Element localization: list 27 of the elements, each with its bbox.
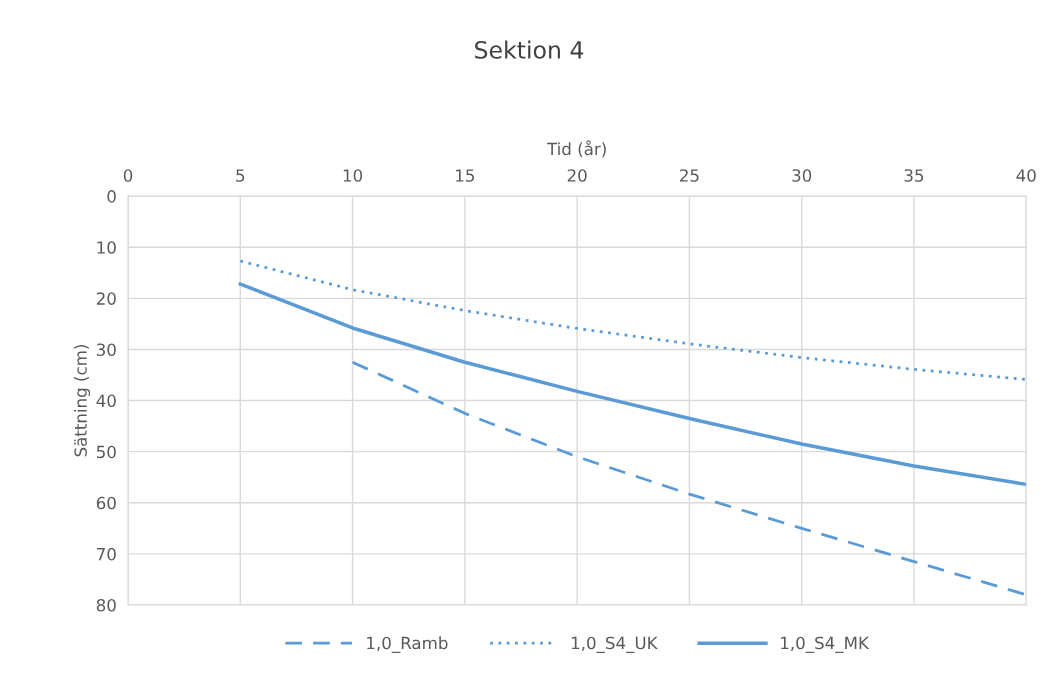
x-tick-label: 0 [123,169,133,182]
y-tick-label: 10 [97,241,116,254]
x-tick-label: 5 [236,169,245,182]
x-tick-label: 25 [680,169,699,182]
line-series [351,360,1027,597]
y-tick-label: 30 [96,343,116,357]
x-tick-label: 35 [904,169,924,182]
y-tick-label: 70 [97,547,116,561]
y-tick-label: 0 [107,190,116,203]
y-tick-label: 50 [96,445,116,459]
x-tick-label: 15 [456,169,475,182]
legend-label: 1,0_S4_UK [571,636,658,653]
x-tick-label: 40 [1016,169,1036,182]
y-axis-title: Sättning (cm) [74,345,91,457]
y-tick-label: 60 [96,496,116,510]
y-tick-label: 80 [96,598,116,612]
x-axis-title: Tid (år) [546,140,606,158]
x-tick-label: 30 [792,169,812,182]
y-tick-label: 40 [96,394,116,408]
x-tick-label: 10 [343,169,363,182]
legend-label: 1,0_Ramb [367,636,448,653]
y-tick-label: 20 [96,292,116,305]
x-tick-label: 20 [567,169,587,182]
legend-label: 1,0_S4_MK [781,636,870,653]
line-series [238,282,1027,487]
line-series [238,259,1027,381]
chart-title: Sektion 4 [475,40,584,59]
